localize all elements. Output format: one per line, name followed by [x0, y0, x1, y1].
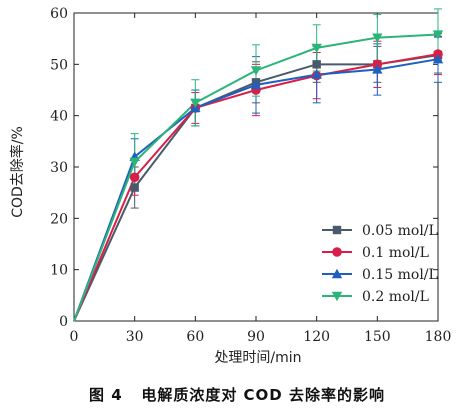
data-point	[190, 98, 201, 109]
data-point	[311, 43, 322, 54]
data-point	[372, 64, 383, 74]
data-point	[311, 69, 322, 79]
legend-swatch-marker	[332, 247, 342, 257]
figure-caption: 图 4 电解质浓度对 COD 去除率的影响	[89, 386, 385, 404]
x-tick-label: 0	[70, 329, 79, 345]
y-tick-label: 50	[50, 57, 68, 73]
legend-swatch-marker	[331, 291, 343, 302]
y-tick-label: 10	[50, 263, 68, 279]
series-markers	[129, 30, 444, 192]
data-point	[250, 66, 262, 76]
y-tick-label: 60	[50, 6, 68, 22]
data-point	[432, 54, 444, 64]
legend-label: 0.2 mol/L	[362, 289, 429, 305]
x-axis-title: 处理时间/min	[214, 350, 301, 366]
data-point	[312, 60, 321, 69]
data-point	[250, 79, 262, 90]
y-tick-label: 30	[50, 160, 68, 176]
data-point	[130, 183, 139, 192]
y-axis-title: COD去除率/%	[9, 126, 26, 218]
legend-swatch-marker	[332, 225, 342, 235]
legend-swatch-marker	[331, 268, 343, 279]
legend-label: 0.1 mol/L	[362, 245, 429, 261]
x-tick-label: 30	[126, 329, 144, 345]
x-tick-label: 180	[425, 329, 452, 345]
data-point	[129, 157, 140, 168]
legend: 0.05 mol/L 0.1 mol/L 0.15 mol/L 0.2 mol/L	[322, 223, 438, 305]
y-tick-label: 40	[50, 109, 68, 125]
data-point	[432, 30, 444, 40]
x-tick-label: 90	[247, 329, 265, 345]
legend-label: 0.15 mol/L	[362, 267, 438, 283]
data-point	[372, 33, 383, 43]
legend-label: 0.05 mol/L	[362, 223, 438, 239]
x-tick-label: 120	[303, 329, 330, 345]
x-tick-label: 150	[364, 329, 391, 345]
data-point	[129, 172, 140, 183]
x-tick-label: 60	[186, 329, 204, 345]
y-tick-label: 0	[59, 314, 68, 330]
y-tick-label: 20	[50, 211, 68, 227]
